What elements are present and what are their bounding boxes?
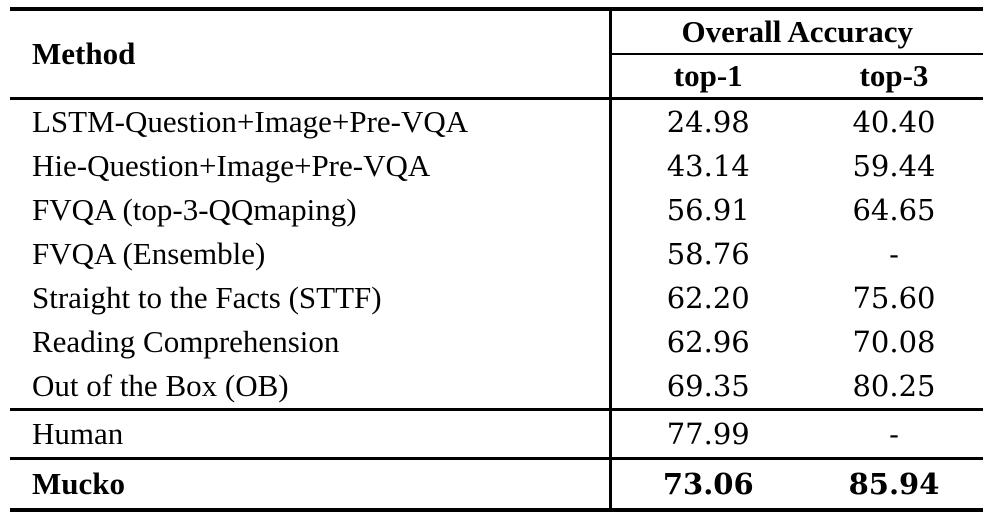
table-row: FVQA (Ensemble) 58.76 - (10, 232, 983, 276)
header-overall-accuracy: Overall Accuracy (608, 9, 983, 55)
top3-cell: 64.65 (852, 193, 936, 227)
top1-cell: 58.76 (608, 232, 805, 276)
method-cell: Mucko (10, 457, 610, 510)
header-row-group: Method Overall Accuracy (10, 9, 983, 100)
table-row: Straight to the Facts (STTF) 62.20 75.60 (10, 276, 983, 320)
top1-cell: 43.14 (608, 144, 805, 188)
top1-cell: 73.06 (608, 457, 805, 510)
method-cell: Hie-Question+Image+Pre-VQA (32, 148, 431, 183)
top3-cell: - (805, 408, 983, 459)
top1-cell: 56.91 (608, 188, 805, 232)
table-row: LSTM-Question+Image+Pre-VQA 24.98 40.40 (10, 98, 983, 144)
top3-cell: 70.08 (852, 325, 936, 359)
human-row: Human 77.99 - (10, 408, 983, 459)
table-row: FVQA (top-3-QQmaping) 56.91 64.65 (10, 188, 983, 232)
mucko-row: Mucko 73.06 85.94 (10, 457, 983, 510)
method-cell: FVQA (Ensemble) (32, 236, 266, 271)
header-method: Method (10, 9, 610, 100)
method-cell: Reading Comprehension (32, 324, 340, 359)
method-cell: Human (10, 408, 610, 459)
top3-cell: 85.94 (805, 457, 983, 510)
top3-cell: 59.44 (852, 149, 936, 183)
top3-cell: 80.25 (852, 369, 936, 403)
top1-cell: 62.20 (608, 276, 805, 320)
method-cell: Out of the Box (OB) (32, 368, 289, 403)
top1-cell: 24.98 (608, 98, 805, 144)
table-row: Reading Comprehension 62.96 70.08 (10, 320, 983, 364)
top3-cell: - (889, 237, 899, 271)
top3-cell: 40.40 (852, 105, 936, 139)
method-cell: FVQA (top-3-QQmaping) (32, 192, 357, 227)
method-cell: Straight to the Facts (STTF) (32, 280, 382, 315)
top3-cell: 75.60 (852, 281, 936, 315)
top1-cell: 62.96 (608, 320, 805, 364)
top1-cell: 77.99 (608, 408, 805, 459)
results-table: Method Overall Accuracy top-1 top-3 LSTM… (10, 7, 983, 512)
header-row-sub: top-1 top-3 (10, 54, 983, 100)
header-top1: top-1 (608, 54, 805, 100)
header-top3: top-3 (805, 54, 983, 100)
method-cell: LSTM-Question+Image+Pre-VQA (32, 104, 469, 139)
table-row: Out of the Box (OB) 69.35 80.25 (10, 364, 983, 410)
table-row: Hie-Question+Image+Pre-VQA 43.14 59.44 (10, 144, 983, 188)
top1-cell: 69.35 (608, 364, 805, 410)
